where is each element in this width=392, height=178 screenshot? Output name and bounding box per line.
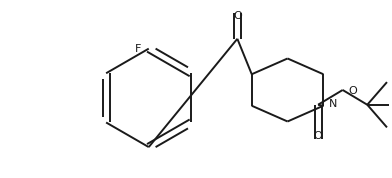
Text: O: O: [233, 11, 242, 21]
Text: O: O: [348, 86, 358, 96]
Text: N: N: [329, 99, 338, 109]
Text: O: O: [314, 131, 323, 141]
Text: F: F: [134, 44, 141, 54]
